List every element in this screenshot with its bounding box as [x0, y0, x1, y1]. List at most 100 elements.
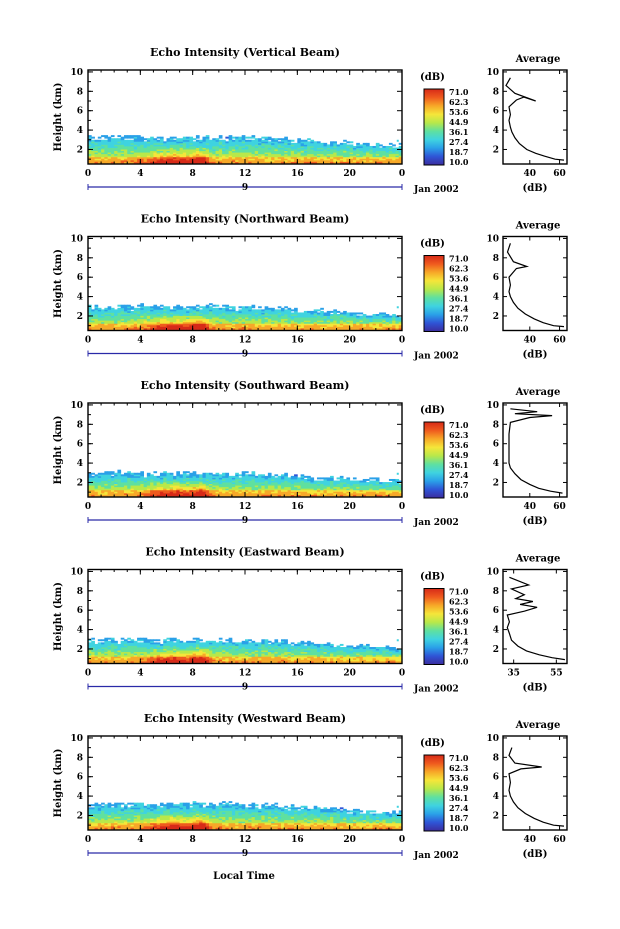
x-tick-label: 12	[239, 336, 252, 346]
heatmap-cell	[271, 310, 275, 313]
heatmap-cell	[215, 155, 220, 158]
heatmap-cell	[127, 317, 131, 320]
heatmap-cell	[205, 321, 210, 324]
heatmap-cell	[195, 474, 200, 477]
heatmap-cell	[333, 491, 337, 494]
heatmap-cell	[382, 150, 387, 153]
heatmap-cell	[91, 653, 95, 656]
heatmap-cell	[205, 647, 210, 649]
heatmap-cell	[251, 153, 256, 156]
heatmap-cell	[241, 150, 246, 153]
heatmap-cell	[107, 326, 112, 329]
heatmap-cell	[313, 147, 318, 150]
heatmap-cell	[169, 642, 174, 645]
heatmap-cell	[114, 324, 118, 327]
heatmap-cell	[176, 647, 180, 649]
heatmap-cell	[133, 147, 138, 150]
heatmap-cell	[225, 317, 230, 320]
heatmap-cell	[130, 475, 135, 478]
heatmap-cell	[137, 654, 141, 657]
heatmap-cell	[133, 472, 138, 475]
heatmap-cell	[120, 155, 125, 158]
heatmap-cell	[192, 323, 197, 326]
heatmap-cell	[169, 492, 174, 495]
heatmap-cell	[163, 155, 167, 158]
heatmap-cell	[248, 149, 252, 152]
heatmap-cell	[372, 486, 377, 489]
heatmap-cell	[189, 158, 194, 161]
heatmap-cell	[137, 637, 141, 640]
heatmap-cell	[133, 654, 138, 657]
heatmap-cell	[97, 323, 102, 326]
heatmap-cell	[166, 144, 171, 147]
heatmap-cell	[395, 161, 400, 164]
heatmap-cell	[192, 320, 197, 323]
heatmap-cell	[287, 149, 292, 152]
heatmap-cell	[225, 320, 230, 323]
heatmap-cell	[176, 657, 180, 660]
heatmap-cell	[107, 155, 112, 158]
heatmap-cell	[192, 321, 197, 324]
heatmap-cell	[146, 138, 151, 141]
heatmap-cell	[264, 153, 269, 156]
heatmap-cell	[395, 323, 400, 326]
x-tick-label: 20	[343, 169, 356, 179]
heatmap-cell	[235, 155, 239, 158]
heatmap-cell	[169, 320, 174, 323]
heatmap-cell	[186, 659, 190, 662]
heatmap-cell	[385, 153, 390, 156]
heatmap-cell	[97, 485, 102, 488]
colorbar-tick-label: 71.0	[449, 254, 469, 264]
heatmap-cell	[261, 141, 266, 144]
heatmap-cell	[101, 135, 105, 138]
heatmap-cell	[326, 482, 331, 485]
heatmap-cell	[140, 656, 145, 659]
heatmap-cell	[97, 312, 102, 315]
heatmap-cell	[359, 317, 364, 320]
heatmap-cell	[320, 147, 324, 150]
heatmap-cell	[228, 314, 233, 316]
heatmap-cell	[88, 306, 92, 309]
heatmap-cell	[238, 144, 243, 147]
heatmap-cell	[120, 323, 125, 326]
heatmap-cell	[372, 318, 377, 321]
heatmap-cell	[261, 317, 266, 320]
heatmap-cell	[326, 488, 331, 491]
heatmap-cell	[133, 648, 138, 651]
heatmap-cell	[186, 648, 190, 651]
heatmap-cell	[366, 483, 370, 486]
heatmap-cell	[245, 147, 249, 150]
heatmap-cell	[303, 486, 308, 489]
heatmap-cell	[104, 650, 109, 653]
heatmap-cell	[202, 323, 207, 326]
heatmap-cell	[195, 654, 200, 657]
heatmap-cell	[117, 309, 122, 312]
heatmap-cell	[375, 315, 380, 318]
heatmap-cell	[186, 156, 190, 159]
heatmap-cell	[251, 326, 256, 329]
heatmap-cell	[150, 645, 154, 648]
heatmap-cell	[205, 144, 210, 147]
heatmap-cell	[245, 310, 249, 313]
heatmap-cell	[192, 492, 197, 495]
heatmap-cell	[225, 156, 230, 159]
heatmap-cell	[97, 486, 102, 489]
heatmap-cell	[97, 659, 102, 662]
heatmap-cell	[146, 643, 151, 646]
heatmap-cell	[316, 144, 321, 147]
heatmap-cell	[202, 653, 207, 656]
heatmap-cell	[215, 478, 220, 481]
heatmap-cell	[362, 485, 367, 488]
heatmap-cell	[104, 145, 109, 148]
heatmap-cell	[101, 475, 105, 478]
heatmap-cell	[264, 315, 269, 318]
heatmap-cell	[323, 318, 328, 321]
heatmap-cell	[385, 149, 390, 152]
heatmap-cell	[379, 482, 383, 485]
heatmap-cell	[248, 477, 252, 480]
heatmap-cell	[248, 307, 252, 310]
heatmap-cell	[235, 156, 239, 159]
heatmap-cell	[192, 645, 197, 648]
heatmap-cell	[339, 482, 344, 485]
heatmap-cell	[195, 639, 200, 642]
